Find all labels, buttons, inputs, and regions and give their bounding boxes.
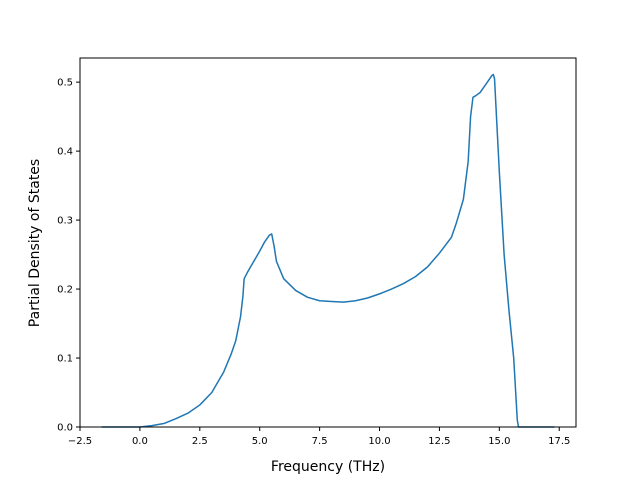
y-tick-label: 0.1 bbox=[57, 354, 73, 365]
x-axis-ticks: −2.5 0.0 2.5 5.0 7.5 10.0 12.5 15.0 17.5 bbox=[68, 427, 570, 447]
x-tick-label: 0.0 bbox=[132, 436, 148, 447]
y-tick-label: 0.3 bbox=[57, 216, 73, 227]
y-tick-label: 0.5 bbox=[57, 78, 73, 89]
x-axis-label: Frequency (THz) bbox=[271, 459, 385, 475]
y-axis-ticks: 0.0 0.1 0.2 0.3 0.4 0.5 bbox=[57, 78, 80, 434]
x-tick-label: 7.5 bbox=[312, 436, 328, 447]
y-tick-label: 0.4 bbox=[57, 147, 73, 158]
x-tick-label: 17.5 bbox=[548, 436, 570, 447]
x-tick-label: 2.5 bbox=[192, 436, 208, 447]
series-layer bbox=[101, 73, 555, 428]
y-tick-label: 0.2 bbox=[57, 285, 73, 296]
x-tick-label: 5.0 bbox=[252, 436, 268, 447]
x-tick-label: 10.0 bbox=[368, 436, 390, 447]
axes-frame bbox=[79, 57, 577, 428]
x-tick-label: 12.5 bbox=[428, 436, 450, 447]
x-tick-label: 15.0 bbox=[488, 436, 510, 447]
y-axis-label: Partial Density of States bbox=[27, 159, 43, 327]
x-tick-label: −2.5 bbox=[68, 436, 92, 447]
series-line-0 bbox=[101, 73, 555, 428]
y-tick-label: 0.0 bbox=[57, 423, 73, 434]
